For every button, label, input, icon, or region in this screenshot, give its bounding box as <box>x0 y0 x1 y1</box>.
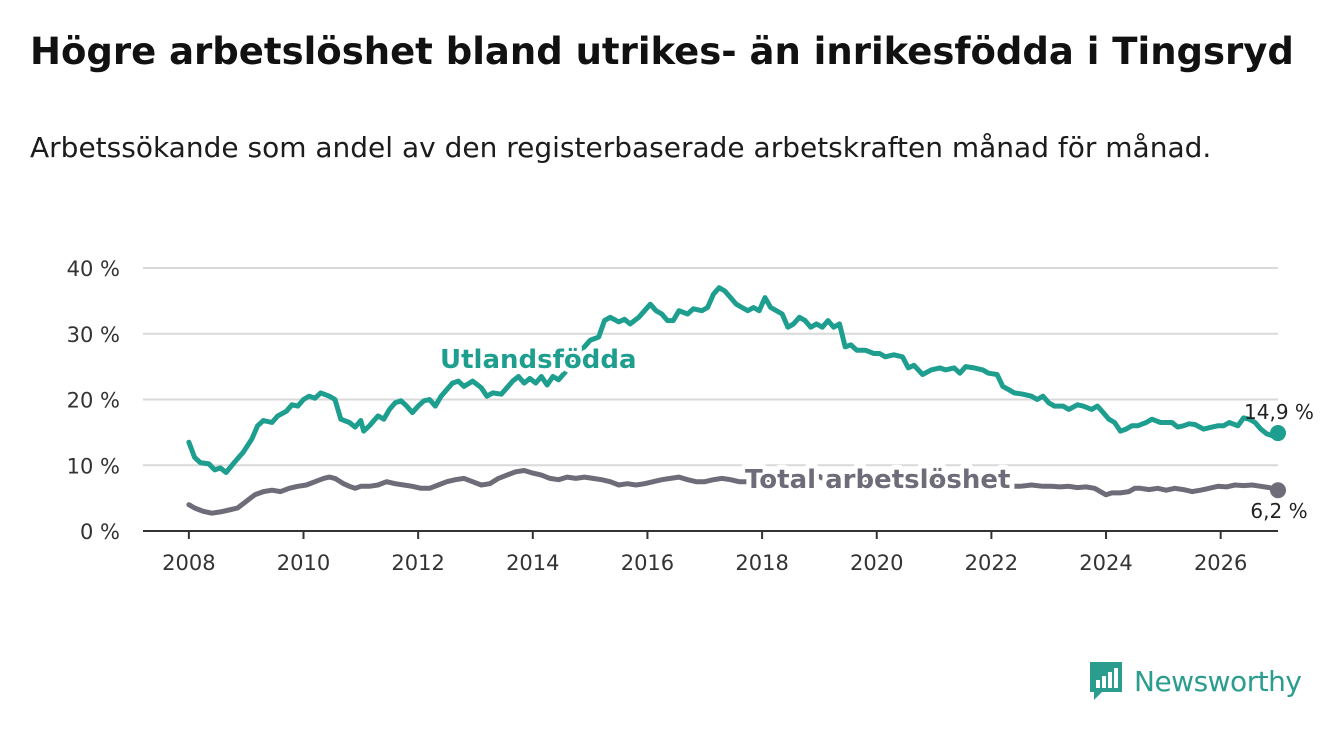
x-tick-label: 2024 <box>1079 551 1132 575</box>
chart-subtitle: Arbetssökande som andel av den registerb… <box>30 131 1212 164</box>
bar-chart-speech-icon <box>1090 662 1122 700</box>
series-label-halo: Utlandsfödda <box>440 345 637 375</box>
series-label: Utlandsfödda <box>440 345 637 375</box>
series-line-total <box>186 468 1281 516</box>
x-tick-label: 2010 <box>277 551 330 575</box>
y-tick-label: 10 % <box>67 454 120 478</box>
y-tick-label: 30 % <box>67 323 120 347</box>
series-label: Total arbetslöshet <box>745 465 1010 495</box>
series-end-marker <box>1270 482 1286 499</box>
newsworthy-logo[interactable]: Newsworthy <box>1088 660 1302 702</box>
y-tick-label: 20 % <box>67 389 120 413</box>
x-tick-label: 2012 <box>391 551 444 575</box>
chart-title: Högre arbetslöshet bland utrikes- än inr… <box>30 30 1294 73</box>
x-tick-label: 2020 <box>850 551 903 575</box>
series-end-label: 6,2 % <box>1250 499 1307 523</box>
series-end-marker <box>1270 425 1286 442</box>
x-tick-label: 2026 <box>1194 551 1247 575</box>
x-tick-label: 2014 <box>506 551 559 575</box>
x-tick-label: 2016 <box>621 551 674 575</box>
x-tick-label: 2018 <box>735 551 788 575</box>
x-tick-label: 2008 <box>162 551 215 575</box>
y-tick-label: 40 % <box>67 257 120 281</box>
series-line-utlandsfodda <box>186 285 1281 475</box>
series-label-halo: Total arbetslöshet <box>745 465 1010 495</box>
brand-name: Newsworthy <box>1134 664 1302 698</box>
x-tick-label: 2022 <box>965 551 1018 575</box>
series-end-label: 14,9 % <box>1244 400 1314 424</box>
y-tick-label: 0 % <box>80 520 120 544</box>
